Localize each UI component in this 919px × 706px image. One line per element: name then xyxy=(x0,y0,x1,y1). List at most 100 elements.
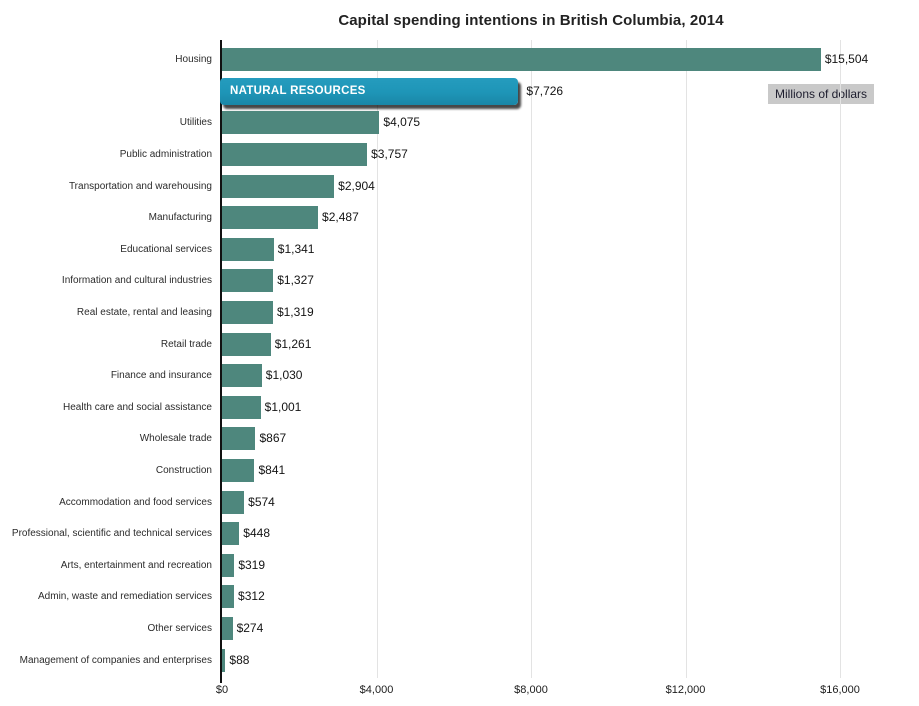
bar-track: $1,341 xyxy=(222,237,919,261)
bar-track: $1,327 xyxy=(222,269,919,293)
bar xyxy=(222,490,245,514)
category-label: Wholesale trade xyxy=(139,433,212,445)
bar xyxy=(222,616,233,640)
value-label: $1,341 xyxy=(277,241,315,256)
bar xyxy=(222,48,821,72)
x-tick-label: $16,000 xyxy=(820,684,860,696)
bar-row: Transportation and warehousing $2,904 xyxy=(0,170,919,202)
bar-track: $1,001 xyxy=(222,395,919,419)
category-label: Retail trade xyxy=(160,338,212,350)
x-tick-label: $12,000 xyxy=(665,684,706,696)
value-label: $841 xyxy=(258,463,286,478)
bar xyxy=(222,111,380,135)
bar xyxy=(222,332,271,356)
value-label: $7,726 xyxy=(526,83,564,98)
bar-track: $1,261 xyxy=(222,332,919,356)
gridline xyxy=(685,40,687,678)
category-label: Housing xyxy=(175,54,212,66)
bar xyxy=(222,648,226,672)
x-tick-label: $0 xyxy=(215,684,229,696)
bar-row: Admin, waste and remediation services $31… xyxy=(0,581,919,613)
value-label: $448 xyxy=(243,526,270,541)
bar xyxy=(222,427,256,451)
value-label: $2,904 xyxy=(338,178,375,193)
bar-track: $274 xyxy=(222,616,919,640)
highlighted-bar-label: NATURAL RESOURCES xyxy=(230,85,366,98)
bar-row: Educational services $1,341 xyxy=(0,234,919,266)
value-label: $1,261 xyxy=(274,336,312,351)
value-label: $3,757 xyxy=(371,147,408,162)
bar-row: Professional, scientific and technical s… xyxy=(0,518,919,550)
bar-row: Arts, entertainment and recreation $319 xyxy=(0,550,919,582)
bar-row: Management of companies and enterprises $… xyxy=(0,644,919,676)
bar-row: Accommodation and food services $574 xyxy=(0,486,919,518)
x-tick-label: $8,000 xyxy=(514,684,548,696)
bar xyxy=(222,237,274,261)
y-axis-line xyxy=(220,40,222,678)
category-label: Management of companies and enterprises xyxy=(19,654,212,666)
value-label: $15,504 xyxy=(824,52,869,67)
bar-row: Finance and insurance $1,030 xyxy=(0,360,919,392)
category-label: Public administration xyxy=(119,149,212,161)
bar xyxy=(222,174,335,198)
value-label: $312 xyxy=(238,589,265,604)
category-label: Arts, entertainment and recreation xyxy=(60,559,212,571)
value-label: $2,487 xyxy=(322,210,359,225)
x-tick-label: $4,000 xyxy=(359,684,394,696)
bar xyxy=(222,459,255,483)
bar xyxy=(222,206,319,230)
category-label: Information and cultural industries xyxy=(61,275,212,287)
bar-row: Housing $15,504 xyxy=(0,44,919,76)
bar-row: Health care and social assistance $1,001 xyxy=(0,392,919,424)
gridline xyxy=(840,40,841,678)
value-label: $1,319 xyxy=(276,305,314,320)
bar-row: Manufacturing $2,487 xyxy=(0,202,919,234)
bar-track: $1,319 xyxy=(222,301,919,325)
bar-track: $2,487 xyxy=(222,206,919,230)
bar-track: NATURAL RESOURCES $7,726 xyxy=(220,77,919,105)
bar-track: $88 xyxy=(222,648,919,672)
zero-tick-mark xyxy=(220,678,222,683)
highlighted-bar-natural-resources[interactable]: NATURAL RESOURCES xyxy=(220,77,519,105)
bar-track: $319 xyxy=(222,553,919,577)
plot-area: Housing $15,504 NATURAL RESOURCES $7,726 Uti… xyxy=(0,40,919,696)
bar xyxy=(222,143,368,167)
bar-rows: Housing $15,504 NATURAL RESOURCES $7,726 Uti… xyxy=(0,44,919,676)
value-label: $1,030 xyxy=(265,368,303,383)
gridline xyxy=(376,40,378,678)
bar-track: $1,030 xyxy=(222,364,919,388)
value-label: $88 xyxy=(229,652,250,667)
bar-track: $3,757 xyxy=(222,143,919,167)
bar xyxy=(222,395,261,419)
value-label: $319 xyxy=(238,557,266,572)
category-label: Finance and insurance xyxy=(110,370,212,382)
value-label: $1,001 xyxy=(264,399,302,414)
category-label: Educational services xyxy=(120,243,212,255)
bar-track: $841 xyxy=(222,459,919,483)
bar xyxy=(222,269,274,293)
value-label: $4,075 xyxy=(383,115,421,130)
category-label: Admin, waste and remediation services xyxy=(38,591,212,603)
bar-row: Retail trade $1,261 xyxy=(0,328,919,360)
bar-track: $448 xyxy=(222,522,919,546)
bar-track: $2,904 xyxy=(222,174,919,198)
bar-row: Information and cultural industries $1,32… xyxy=(0,265,919,297)
category-label: Other services xyxy=(147,622,212,634)
bar-row: Real estate, rental and leasing $1,319 xyxy=(0,297,919,329)
value-label: $1,327 xyxy=(277,273,314,288)
bar xyxy=(222,301,273,325)
category-label: Utilities xyxy=(179,117,212,129)
bar-row: NATURAL RESOURCES $7,726 xyxy=(0,76,919,108)
bar-track: $312 xyxy=(222,585,919,609)
units-note-badge: Millions of dollars xyxy=(768,84,875,104)
bar-row: Utilities $4,075 xyxy=(0,107,919,139)
category-label: Transportation and warehousing xyxy=(68,180,212,192)
bar xyxy=(222,553,235,577)
category-label: Construction xyxy=(155,465,212,477)
gridline xyxy=(531,40,532,678)
bar-track: $4,075 xyxy=(222,111,919,135)
bar-track: $574 xyxy=(222,490,919,514)
chart-title: Capital spending intentions in British C… xyxy=(338,12,724,29)
value-label: $274 xyxy=(236,620,264,635)
